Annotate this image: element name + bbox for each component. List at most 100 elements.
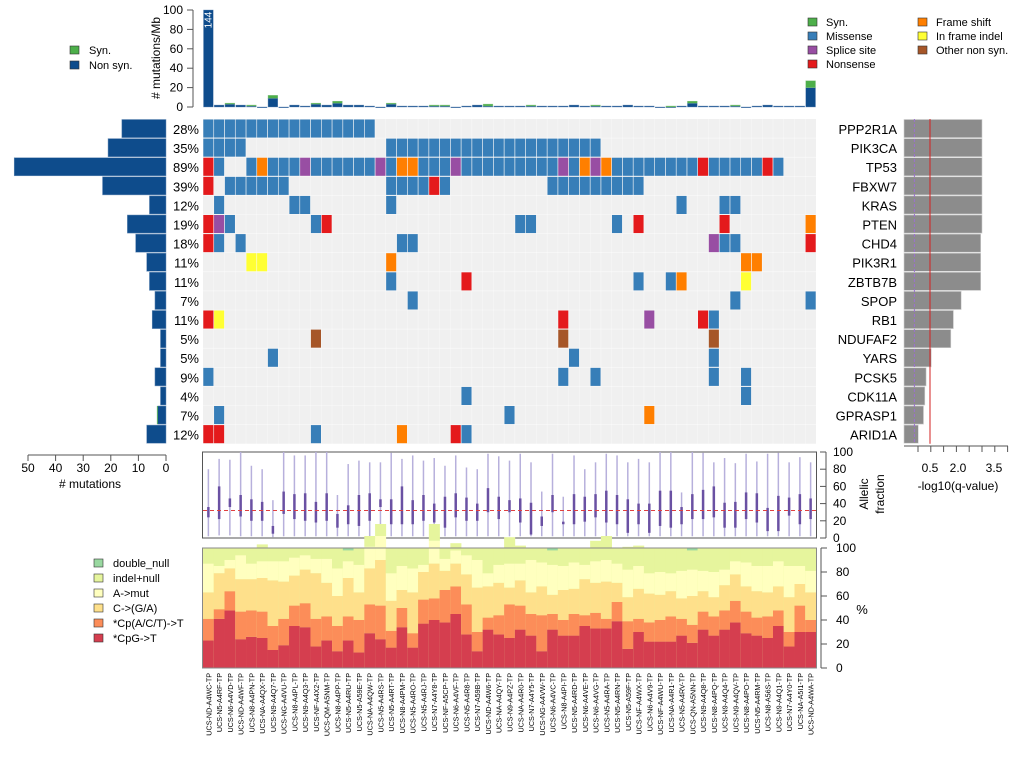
spectrum-segment	[568, 562, 580, 589]
spectrum-segment	[633, 618, 645, 632]
nonsyn-bar	[687, 102, 698, 108]
mutation-cell	[461, 157, 472, 176]
spectrum-segment	[213, 566, 225, 574]
spectrum-segment	[213, 609, 225, 619]
mutation-cell	[579, 138, 590, 157]
spectrum-segment	[428, 620, 440, 668]
spectrum-segment	[719, 629, 731, 668]
spectrum-segment	[482, 586, 494, 618]
mutation-cell	[568, 176, 580, 195]
spectrum-segment	[590, 561, 602, 583]
spectrum-segment	[493, 634, 505, 668]
q-value-bar	[903, 310, 954, 329]
mutation-cell	[289, 195, 300, 214]
spectrum-segment	[321, 548, 333, 559]
mutation-cell	[504, 157, 515, 176]
spectrum-segment	[396, 608, 408, 628]
spectrum-segment	[450, 550, 462, 564]
mutation-cell	[644, 406, 655, 425]
sample-label: UCS-ND-A4WF-TP	[237, 673, 246, 735]
y-tick-label: 20	[836, 637, 850, 651]
y-axis-title: Allelic	[857, 478, 871, 509]
spectrum-segment	[289, 626, 301, 668]
spectrum-segment	[375, 639, 387, 668]
sample-label: UCS-NF-A5CP-TP	[441, 673, 450, 733]
nonsyn-bar	[622, 104, 633, 108]
spectrum-segment	[482, 629, 494, 668]
mutation-cell	[547, 176, 558, 195]
legend-label: indel+null	[113, 573, 160, 585]
nonsyn-bar	[601, 105, 612, 108]
spectrum-segment	[203, 563, 215, 593]
nonsyn-bar	[450, 106, 461, 109]
syn-bar	[386, 102, 397, 105]
gene-count-bar	[135, 233, 167, 253]
spectrum-segment	[708, 616, 720, 636]
gene-percent-label: 7%	[180, 409, 199, 424]
mutation-cell	[278, 176, 289, 195]
spectrum-segment	[643, 548, 655, 574]
mutation-cell	[708, 310, 719, 329]
mutation-cell	[633, 176, 644, 195]
gene-percent-label: 18%	[173, 237, 199, 252]
gene-count-bar	[146, 424, 167, 444]
spectrum-segment	[439, 622, 451, 668]
spectrum-segment	[665, 641, 677, 668]
mutation-cell	[429, 157, 440, 176]
spectrum-segment	[342, 640, 354, 668]
nonsyn-bar	[611, 105, 623, 108]
spectrum-segment	[321, 582, 333, 617]
spectrum-segment	[579, 615, 591, 626]
q-value-bar	[903, 424, 919, 444]
mutation-cell	[719, 195, 730, 214]
syn-bar	[332, 100, 343, 104]
q-value-bar	[903, 176, 983, 196]
mutation-cell	[741, 386, 752, 405]
mutation-cell	[332, 119, 343, 138]
spectrum-segment	[256, 544, 268, 562]
legend-label: Frame shift	[936, 17, 991, 29]
y-tick-label: 0	[176, 100, 183, 114]
spectrum-segment	[256, 638, 268, 668]
gene-name: PPP2R1A	[838, 122, 897, 137]
mutation-cell	[353, 157, 365, 176]
mutation-cell	[224, 215, 235, 234]
sample-label: UCS-N6-A4VG-TP	[592, 673, 601, 733]
spectrum-segment	[579, 548, 591, 565]
sample-label: UCS-N5-A4RN-TP	[613, 673, 622, 733]
spectrum-segment	[353, 652, 365, 668]
mutation-cell	[558, 176, 569, 195]
spectrum-segment	[751, 617, 763, 636]
mutation-cell	[203, 425, 214, 444]
gene-name: GPRASP1	[836, 409, 897, 424]
legend-label: Missense	[826, 31, 872, 43]
legend-top: Syn. Non syn. Syn. Missense Splice site Nonse…	[69, 17, 1008, 72]
x-tick-label: 40	[49, 461, 63, 475]
gene-count-bar	[146, 252, 167, 272]
spectrum-segment	[461, 604, 473, 635]
mutation-cell	[246, 253, 257, 272]
spectrum-segment	[762, 566, 774, 593]
spectrum-segment	[590, 628, 602, 668]
spectrum-segment	[256, 578, 268, 612]
spectrum-segment	[342, 548, 354, 551]
spectrum-segment	[224, 549, 236, 560]
sample-label: UCS-ND-A4W6-TP	[484, 673, 493, 735]
spectrum-segment	[342, 548, 354, 562]
spectrum-segment	[654, 620, 666, 642]
mutation-cell	[525, 215, 537, 234]
legend-swatch	[93, 558, 104, 568]
spectrum-segment	[514, 563, 526, 581]
nonsyn-bar	[698, 105, 709, 108]
spectrum-segment	[536, 615, 548, 652]
mutation-cell	[214, 195, 225, 214]
mutation-cell	[482, 138, 494, 157]
sample-label: UCS-N6-A4VC-TP	[549, 673, 558, 733]
gene-percent-label: 19%	[173, 218, 199, 233]
mutation-cell	[203, 367, 214, 386]
mutation-cell	[633, 272, 644, 291]
spectrum-segment	[353, 592, 365, 620]
spectrum-segment	[611, 548, 623, 564]
spectrum-segment	[224, 560, 236, 569]
spectrum-segment	[525, 560, 537, 593]
